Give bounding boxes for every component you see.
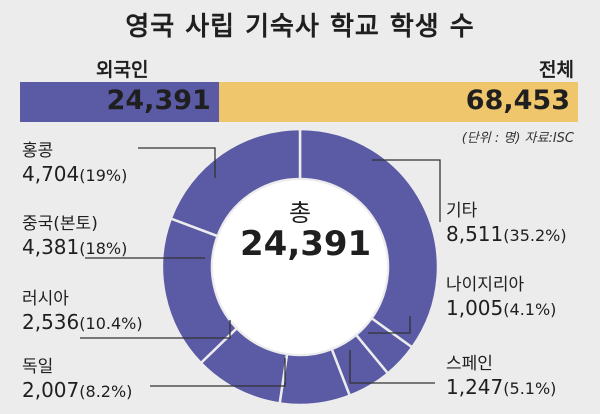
center-total-caption: 총 bbox=[288, 199, 312, 227]
label-hk: 홍콩 4,704(19%) bbox=[22, 140, 127, 187]
leader-line-russia bbox=[80, 320, 231, 339]
foreign-bar-segment: 24,391 bbox=[20, 82, 219, 122]
label-germany-pct: (8.2%) bbox=[79, 382, 133, 401]
label-spain-name: 스페인 bbox=[446, 354, 493, 374]
label-china-name: 중국(본토) bbox=[22, 214, 98, 234]
label-china: 중국(본토) 4,381(18%) bbox=[22, 213, 127, 260]
leader-line-etc bbox=[372, 159, 441, 222]
unit-source-note: (단위 : 명) 자료:ISC bbox=[461, 131, 574, 146]
comparison-bar: 68,453 24,391 bbox=[20, 82, 578, 122]
total-label: 전체 bbox=[539, 59, 574, 81]
label-etc-value: 8,511 bbox=[446, 222, 504, 246]
label-spain-value: 1,247 bbox=[446, 375, 504, 399]
leader-line-germany bbox=[150, 358, 286, 387]
label-china-pct: (18%) bbox=[79, 239, 128, 258]
center-total-value: 24,391 bbox=[240, 224, 372, 265]
label-nigeria-pct: (4.1%) bbox=[503, 300, 557, 319]
label-china-value: 4,381 bbox=[22, 235, 80, 259]
label-russia: 러시아 2,536(10.4%) bbox=[22, 288, 143, 335]
label-nigeria-value: 1,005 bbox=[446, 296, 504, 320]
label-nigeria-name: 나이지리아 bbox=[446, 275, 525, 295]
donut-center-label: 총 24,391 bbox=[240, 199, 372, 265]
label-etc-pct: (35.2%) bbox=[503, 226, 567, 245]
foreign-label: 외국인 bbox=[96, 59, 149, 81]
label-spain: 스페인 1,247(5.1%) bbox=[446, 353, 556, 400]
label-russia-pct: (10.4%) bbox=[79, 314, 143, 333]
label-russia-value: 2,536 bbox=[22, 310, 80, 334]
leader-line-hk bbox=[138, 147, 216, 178]
total-value: 68,453 bbox=[465, 85, 570, 116]
leader-line-nigeria bbox=[368, 316, 411, 334]
donut-slice-hk bbox=[169, 127, 302, 238]
label-germany: 독일 2,007(8.2%) bbox=[22, 356, 132, 403]
label-russia-name: 러시아 bbox=[22, 289, 69, 309]
donut-hole bbox=[213, 180, 387, 354]
donut-slice-etc bbox=[298, 127, 440, 350]
label-nigeria: 나이지리아 1,005(4.1%) bbox=[446, 274, 556, 321]
leader-line-spain bbox=[349, 350, 435, 384]
label-etc: 기타 8,511(35.2%) bbox=[446, 200, 567, 247]
label-hk-pct: (19%) bbox=[79, 166, 128, 185]
label-spain-pct: (5.1%) bbox=[503, 379, 557, 398]
label-hk-name: 홍콩 bbox=[22, 141, 54, 161]
label-germany-name: 독일 bbox=[22, 357, 54, 377]
label-hk-value: 4,704 bbox=[22, 162, 80, 186]
leader-lines bbox=[80, 147, 441, 387]
chart-title: 영국 사립 기숙사 학교 학생 수 bbox=[125, 12, 475, 42]
label-etc-name: 기타 bbox=[446, 201, 478, 221]
foreign-value: 24,391 bbox=[106, 85, 211, 116]
label-germany-value: 2,007 bbox=[22, 378, 80, 402]
